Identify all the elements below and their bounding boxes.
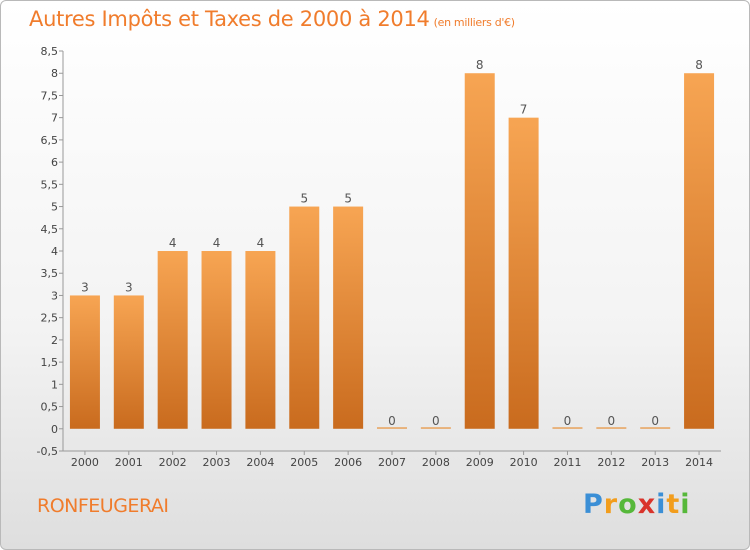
bar-2001 [113, 295, 144, 429]
y-tick-label: 1,5 [41, 356, 59, 369]
value-label-2005: 5 [300, 192, 308, 206]
bar-2002 [157, 251, 188, 429]
x-tick-label-2007: 2007 [378, 456, 406, 469]
y-tick-label: 1 [51, 378, 58, 391]
x-tick-label-2010: 2010 [510, 456, 538, 469]
value-label-2013: 0 [651, 414, 659, 428]
y-tick-label: 3 [51, 289, 58, 302]
bar-2007 [377, 427, 407, 429]
city-name: RONFEUGERAI [37, 495, 169, 517]
logo-letter: P [583, 489, 604, 520]
value-label-2014: 8 [695, 58, 703, 72]
x-tick-label-2000: 2000 [71, 456, 99, 469]
x-tick-label-2001: 2001 [115, 456, 143, 469]
y-tick-label: 8,5 [41, 45, 59, 58]
bar-2011 [552, 427, 583, 429]
y-tick-label: 3,5 [41, 267, 59, 280]
proxiti-logo: Proxiti [583, 489, 691, 520]
bar-2009 [464, 73, 495, 429]
value-label-2009: 8 [476, 58, 484, 72]
value-label-2008: 0 [432, 414, 440, 428]
logo-letter: r [603, 489, 619, 520]
y-tick-label: 8 [51, 67, 58, 80]
value-label-2002: 4 [169, 236, 177, 250]
chart-title: Autres Impôts et Taxes de 2000 à 2014 (en… [29, 7, 515, 31]
value-label-2001: 3 [125, 280, 133, 294]
logo-letter: t [666, 489, 681, 520]
y-tick-label: 2,5 [41, 312, 59, 325]
y-tick-label: 5 [51, 201, 58, 214]
bar-2005 [289, 206, 320, 429]
y-tick-label: 5,5 [41, 178, 59, 191]
value-label-2004: 4 [257, 236, 265, 250]
bar-2000 [69, 295, 100, 429]
x-tick-label-2008: 2008 [422, 456, 450, 469]
x-tick-label-2012: 2012 [597, 456, 625, 469]
logo-letter: x [637, 489, 657, 520]
value-label-2000: 3 [81, 280, 89, 294]
y-tick-label: 7,5 [41, 89, 59, 102]
y-tick-label: 0,5 [41, 401, 59, 414]
x-tick-label-2002: 2002 [159, 456, 187, 469]
y-tick-label: -0,5 [37, 445, 58, 458]
x-tick-label-2004: 2004 [246, 456, 274, 469]
logo-letter: i [680, 489, 691, 520]
value-label-2007: 0 [388, 414, 396, 428]
value-label-2010: 7 [520, 103, 528, 117]
y-tick-label: 0 [51, 423, 58, 436]
y-tick-label: 4 [51, 245, 58, 258]
x-tick-label-2013: 2013 [641, 456, 669, 469]
y-tick-label: 6 [51, 156, 58, 169]
x-tick-label-2006: 2006 [334, 456, 362, 469]
x-tick-label-2003: 2003 [203, 456, 231, 469]
chart-unit: (en milliers d'€) [433, 16, 515, 29]
bar-2013 [640, 427, 671, 429]
x-tick-label-2005: 2005 [290, 456, 318, 469]
y-tick-label: 4,5 [41, 223, 59, 236]
value-label-2006: 5 [344, 192, 352, 206]
bar-2003 [201, 251, 232, 429]
y-tick-label: 6,5 [41, 134, 59, 147]
bar-2008 [420, 427, 451, 429]
bar-2006 [333, 206, 364, 429]
bar-2004 [245, 251, 276, 429]
x-tick-label-2011: 2011 [553, 456, 581, 469]
logo-letter: i [656, 489, 667, 520]
x-tick-label-2009: 2009 [466, 456, 494, 469]
y-tick-label: 7 [51, 112, 58, 125]
chart-title-text: Autres Impôts et Taxes de 2000 à 2014 [29, 7, 430, 31]
value-label-2011: 0 [564, 414, 572, 428]
logo-letter: o [618, 489, 638, 520]
x-tick-label-2014: 2014 [685, 456, 713, 469]
bar-2014 [684, 73, 715, 429]
bar-2010 [508, 117, 539, 429]
y-tick-label: 2 [51, 334, 58, 347]
bar-2012 [596, 427, 627, 429]
value-label-2003: 4 [213, 236, 221, 250]
value-label-2012: 0 [608, 414, 616, 428]
